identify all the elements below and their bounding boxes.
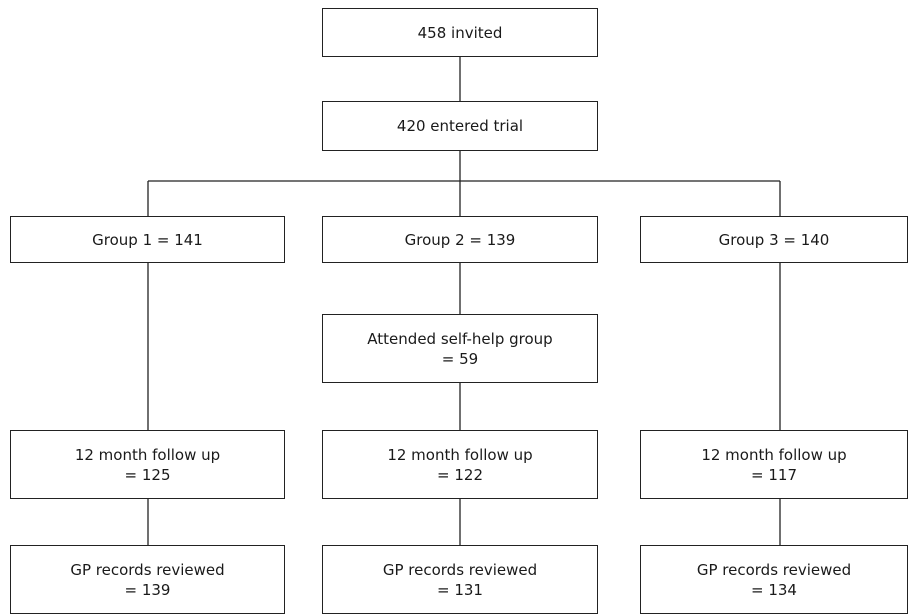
node-group-2-label: Group 2 = 139	[404, 230, 516, 249]
node-group-3-label: Group 3 = 140	[718, 230, 830, 249]
node-gp-records-3: GP records reviewed = 134	[640, 545, 908, 614]
node-attended-self-help: Attended self-help group = 59	[322, 314, 598, 383]
node-gp-records-1: GP records reviewed = 139	[10, 545, 285, 614]
node-entered-trial: 420 entered trial	[322, 101, 598, 151]
node-followup-1-label: 12 month follow up = 125	[74, 445, 221, 484]
node-followup-3-label: 12 month follow up = 117	[701, 445, 847, 484]
node-followup-1: 12 month follow up = 125	[10, 430, 285, 499]
node-entered-trial-label: 420 entered trial	[396, 117, 524, 135]
node-gp-records-2-label: GP records reviewed = 131	[382, 560, 538, 599]
node-gp-records-1-label: GP records reviewed = 139	[70, 560, 225, 599]
node-invited: 458 invited	[322, 8, 598, 57]
node-group-1: Group 1 = 141	[10, 216, 285, 263]
node-followup-3: 12 month follow up = 117	[640, 430, 908, 499]
node-group-2: Group 2 = 139	[322, 216, 598, 263]
node-group-1-label: Group 1 = 141	[92, 230, 203, 249]
node-gp-records-3-label: GP records reviewed = 134	[696, 560, 852, 599]
node-attended-self-help-label: Attended self-help group = 59	[367, 329, 553, 368]
node-followup-2: 12 month follow up = 122	[322, 430, 598, 499]
node-invited-label: 458 invited	[417, 23, 503, 42]
node-gp-records-2: GP records reviewed = 131	[322, 545, 598, 614]
node-group-3: Group 3 = 140	[640, 216, 908, 263]
node-followup-2-label: 12 month follow up = 122	[387, 445, 533, 484]
